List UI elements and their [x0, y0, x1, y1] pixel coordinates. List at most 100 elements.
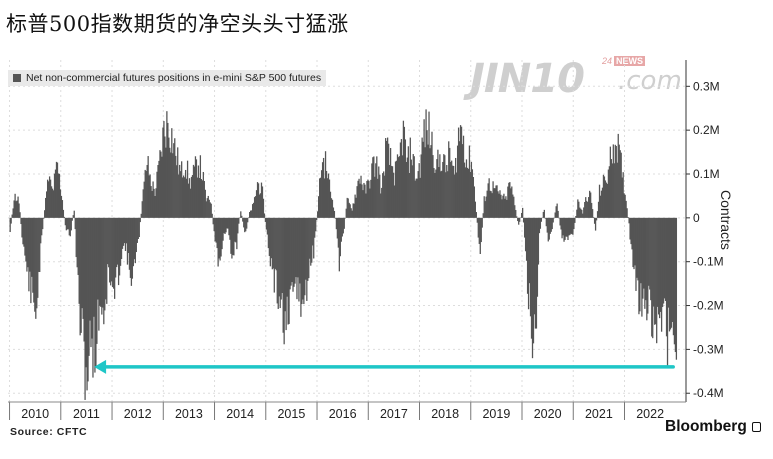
data-bar	[269, 217, 272, 267]
watermark-news-tag: 24 NEWS	[602, 56, 646, 66]
data-bar	[346, 197, 348, 218]
data-bar	[488, 178, 490, 218]
data-bar	[576, 209, 578, 218]
data-bar	[62, 209, 65, 218]
data-bar	[251, 204, 254, 218]
data-bar	[564, 217, 566, 240]
data-bar	[267, 217, 270, 249]
data-bar	[66, 217, 68, 230]
data-bar	[484, 201, 486, 218]
data-bar	[403, 126, 406, 218]
data-bar	[408, 172, 410, 218]
data-bar	[674, 217, 677, 353]
data-bar	[249, 212, 251, 218]
data-bar	[301, 217, 303, 305]
data-bar	[573, 217, 575, 230]
data-bar	[244, 217, 246, 233]
page-title: 标普500指数期货的净空头头寸猛涨	[6, 12, 349, 36]
data-bar	[46, 179, 49, 218]
data-bar	[441, 170, 443, 218]
data-bar	[96, 217, 98, 344]
data-bar	[632, 217, 634, 268]
data-bar	[113, 217, 115, 289]
arrow-head	[94, 359, 107, 374]
watermark-domain: .com	[618, 66, 682, 96]
data-bar	[342, 217, 344, 234]
data-bar	[104, 217, 106, 311]
data-bar	[84, 217, 86, 400]
data-bar	[490, 191, 492, 218]
data-bar	[398, 156, 401, 218]
data-bar	[77, 217, 79, 275]
data-bar	[512, 194, 514, 218]
data-bar	[222, 217, 224, 241]
data-bar	[15, 201, 17, 218]
data-bar	[600, 190, 603, 218]
data-bar	[620, 152, 622, 218]
data-bar	[143, 181, 145, 218]
data-bar	[165, 147, 167, 218]
data-bar	[482, 213, 484, 218]
data-bar	[473, 186, 476, 218]
x-tick-label: 2019	[482, 407, 510, 421]
data-bar	[649, 217, 651, 290]
data-bar	[555, 206, 557, 218]
data-bar	[285, 217, 287, 331]
data-bar	[272, 217, 274, 269]
data-bar	[126, 217, 129, 265]
data-bar	[557, 210, 559, 218]
data-bar	[229, 217, 231, 240]
data-bar	[207, 195, 209, 218]
data-bar	[609, 146, 612, 218]
data-bar	[614, 144, 616, 218]
data-bar	[317, 211, 319, 218]
brand-name: Bloomberg	[665, 418, 747, 435]
data-bar	[375, 163, 377, 218]
data-bar	[9, 217, 11, 233]
data-bar	[228, 217, 230, 236]
data-bar	[295, 217, 297, 278]
data-bar	[542, 211, 544, 218]
data-bar	[65, 217, 67, 231]
data-bar	[128, 217, 131, 270]
data-bar	[390, 165, 393, 218]
y-tick-label: -0.2M	[693, 299, 724, 313]
data-bar	[123, 217, 126, 244]
data-bar	[183, 177, 186, 218]
data-bar	[163, 121, 165, 218]
data-bar	[586, 200, 588, 218]
data-bar	[153, 188, 155, 218]
data-bar	[518, 217, 520, 225]
grid-lines	[8, 60, 686, 402]
data-bar	[444, 155, 446, 218]
data-bar	[48, 176, 51, 218]
data-bar	[211, 213, 213, 218]
data-bar	[64, 217, 67, 226]
data-bar	[423, 119, 425, 218]
data-bar	[180, 171, 182, 218]
data-bar	[206, 198, 208, 218]
source-note: Source: CFTC	[10, 426, 88, 438]
data-bar	[292, 217, 294, 292]
data-bar	[214, 217, 216, 242]
data-bar	[49, 179, 52, 218]
data-bar	[139, 217, 141, 223]
data-bar	[275, 217, 277, 271]
data-bar	[149, 174, 151, 218]
x-tick-label: 2016	[329, 407, 357, 421]
data-bar	[69, 217, 71, 237]
data-bar	[193, 166, 196, 218]
data-bar	[495, 185, 497, 218]
data-bar	[355, 197, 357, 218]
data-bar	[304, 217, 306, 296]
data-bar	[630, 217, 632, 245]
data-bar	[97, 217, 99, 300]
data-bar	[500, 194, 502, 218]
data-bar	[514, 205, 516, 218]
data-bar	[459, 125, 462, 218]
data-bar	[666, 217, 669, 368]
data-bar	[485, 196, 487, 218]
data-bar	[635, 217, 637, 291]
data-bar	[358, 178, 360, 218]
data-bar	[579, 207, 581, 218]
